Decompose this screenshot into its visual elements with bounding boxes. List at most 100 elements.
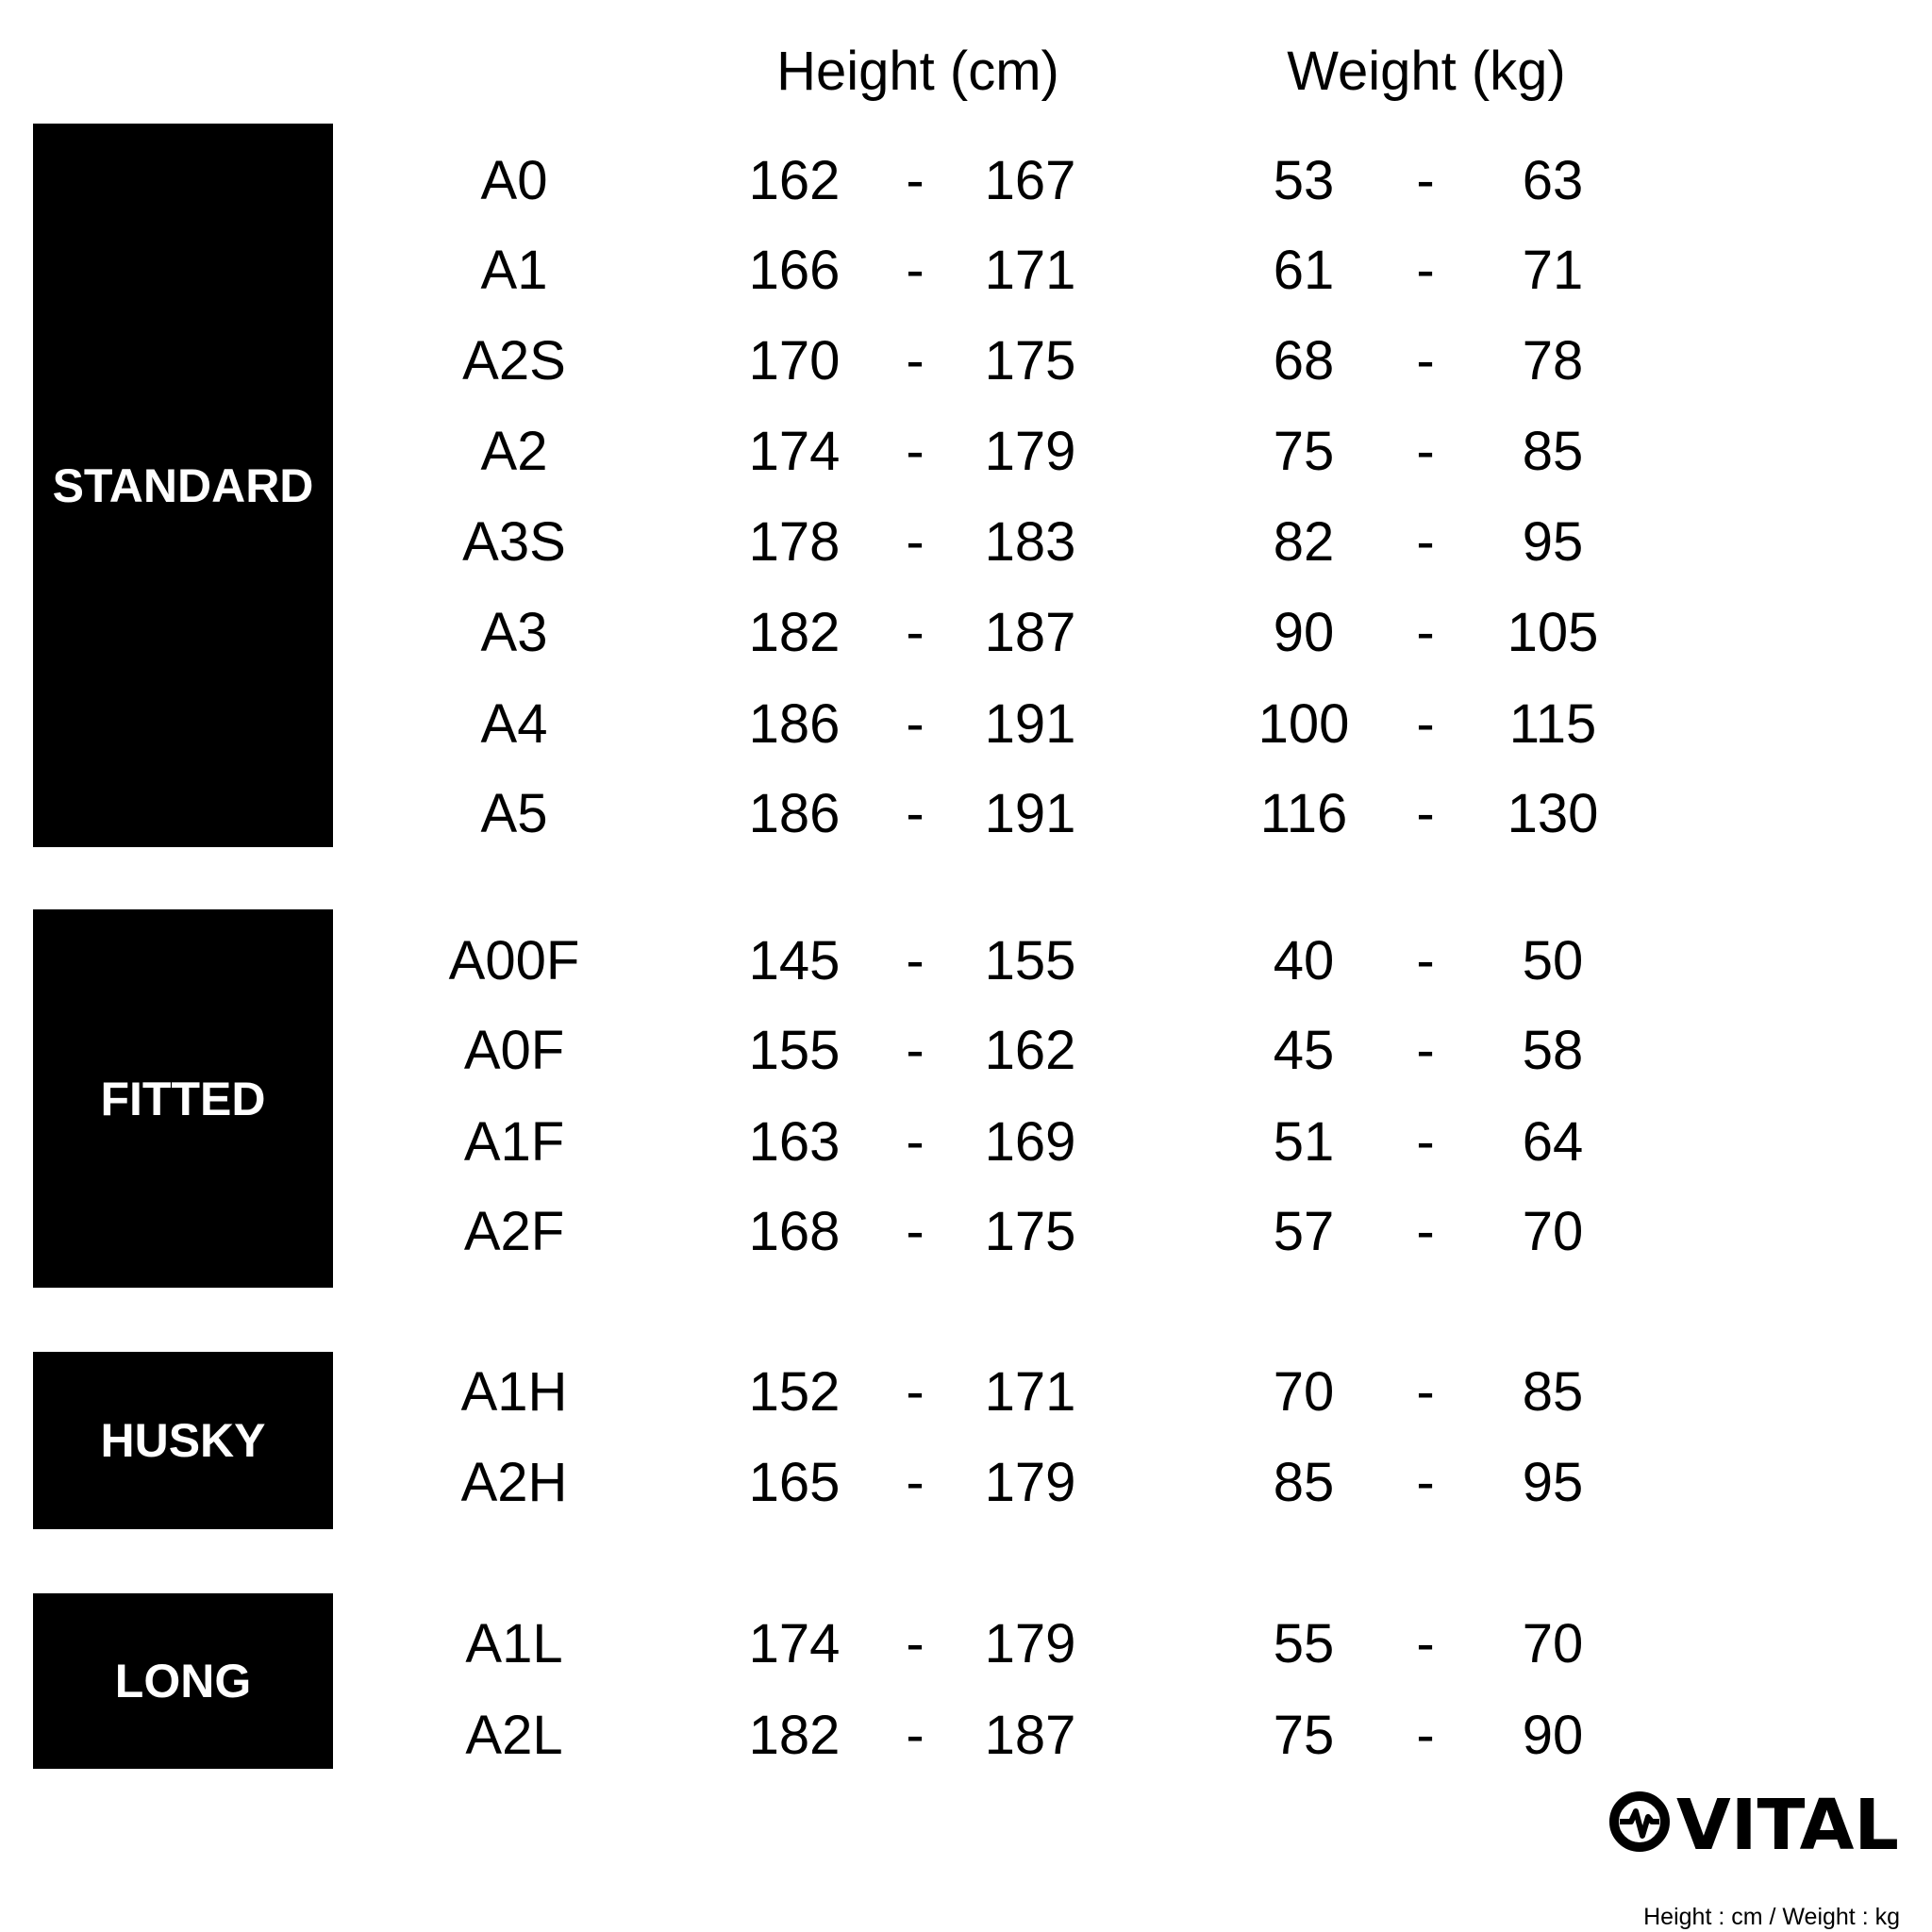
cell-height-max: 179	[984, 1613, 1076, 1674]
cell-height-min: 165	[748, 1452, 841, 1513]
cell-weight-max: 85	[1522, 421, 1584, 482]
range-separator: -	[906, 421, 924, 482]
range-separator: -	[906, 1020, 924, 1081]
group-label-husky: HUSKY	[33, 1352, 333, 1529]
cell-height-min: 186	[748, 783, 841, 844]
range-separator: -	[906, 330, 924, 391]
group-label-fitted: FITTED	[33, 909, 333, 1288]
range-separator: -	[906, 1452, 924, 1513]
cell-weight-max: 115	[1508, 693, 1597, 755]
cell-height-max: 155	[984, 930, 1076, 991]
cell-weight-max: 50	[1522, 930, 1584, 991]
cell-weight-max: 78	[1522, 330, 1584, 391]
svg-text:VITAL: VITAL	[1676, 1790, 1899, 1853]
cell-size: A2F	[463, 1201, 565, 1262]
cell-weight-max: 70	[1522, 1613, 1584, 1674]
cell-height-min: 168	[748, 1201, 841, 1262]
cell-height-min: 174	[748, 421, 841, 482]
range-separator: -	[1416, 1020, 1435, 1081]
cell-height-max: 162	[984, 1020, 1076, 1081]
range-separator: -	[906, 1361, 924, 1423]
cell-size: A1F	[463, 1111, 565, 1173]
cell-height-min: 182	[748, 602, 841, 663]
cell-height-max: 179	[984, 421, 1076, 482]
range-separator: -	[1416, 1361, 1435, 1423]
cell-weight-min: 90	[1273, 602, 1335, 663]
cell-size: A2H	[460, 1452, 568, 1513]
cell-height-max: 169	[984, 1111, 1076, 1173]
range-separator: -	[1416, 930, 1435, 991]
cell-height-min: 162	[748, 150, 841, 211]
cell-weight-min: 70	[1273, 1361, 1335, 1423]
heartbeat-icon	[1609, 1791, 1670, 1852]
cell-height-min: 178	[748, 511, 841, 573]
range-separator: -	[1416, 783, 1435, 844]
range-separator: -	[1416, 1705, 1435, 1766]
cell-height-max: 175	[984, 1201, 1076, 1262]
cell-size: A2	[480, 421, 548, 482]
cell-weight-max: 130	[1507, 783, 1599, 844]
cell-height-max: 171	[984, 1361, 1076, 1423]
cell-height-max: 191	[984, 693, 1076, 755]
range-separator: -	[906, 693, 924, 755]
range-separator: -	[906, 1705, 924, 1766]
range-separator: -	[906, 1111, 924, 1173]
group-label-standard: STANDARD	[33, 124, 333, 847]
cell-height-max: 183	[984, 511, 1076, 573]
cell-height-min: 152	[748, 1361, 841, 1423]
cell-height-min: 163	[748, 1111, 841, 1173]
cell-weight-min: 82	[1273, 511, 1335, 573]
group-label-long: LONG	[33, 1593, 333, 1769]
cell-size: A3	[480, 602, 548, 663]
cell-weight-min: 57	[1273, 1201, 1335, 1262]
cell-weight-min: 53	[1273, 150, 1335, 211]
range-separator: -	[906, 240, 924, 301]
range-separator: -	[1416, 1201, 1435, 1262]
cell-weight-min: 68	[1273, 330, 1335, 391]
cell-size: A2S	[462, 330, 566, 391]
cell-height-min: 174	[748, 1613, 841, 1674]
cell-size: A4	[480, 693, 548, 755]
cell-weight-min: 51	[1273, 1111, 1335, 1173]
cell-weight-min: 75	[1273, 421, 1335, 482]
range-separator: -	[1416, 693, 1435, 755]
cell-size: A0	[480, 150, 548, 211]
cell-height-max: 175	[984, 330, 1076, 391]
cell-height-min: 170	[748, 330, 841, 391]
cell-weight-max: 105	[1507, 602, 1599, 663]
range-separator: -	[1416, 511, 1435, 573]
units-caption: Height : cm / Weight : kg	[1643, 1904, 1900, 1930]
cell-weight-min: 55	[1273, 1613, 1335, 1674]
cell-weight-max: 63	[1522, 150, 1584, 211]
cell-weight-max: 64	[1522, 1111, 1584, 1173]
cell-weight-max: 95	[1522, 511, 1584, 573]
height-header: Height (cm)	[776, 41, 1059, 102]
cell-height-min: 166	[748, 240, 841, 301]
cell-height-max: 187	[984, 602, 1076, 663]
range-separator: -	[1416, 240, 1435, 301]
cell-weight-min: 100	[1257, 693, 1350, 755]
range-separator: -	[906, 930, 924, 991]
cell-height-max: 167	[984, 150, 1076, 211]
range-separator: -	[1416, 421, 1435, 482]
range-separator: -	[1416, 1111, 1435, 1173]
cell-weight-min: 75	[1273, 1705, 1335, 1766]
cell-height-max: 191	[984, 783, 1076, 844]
cell-weight-max: 85	[1522, 1361, 1584, 1423]
range-separator: -	[906, 602, 924, 663]
cell-weight-min: 61	[1273, 240, 1335, 301]
range-separator: -	[1416, 330, 1435, 391]
range-separator: -	[906, 150, 924, 211]
cell-weight-max: 58	[1522, 1020, 1584, 1081]
cell-weight-max: 71	[1522, 240, 1584, 301]
range-separator: -	[1416, 150, 1435, 211]
cell-size: A1H	[460, 1361, 568, 1423]
cell-weight-min: 40	[1273, 930, 1335, 991]
cell-weight-min: 116	[1259, 783, 1348, 844]
range-separator: -	[906, 511, 924, 573]
range-separator: -	[906, 783, 924, 844]
range-separator: -	[1416, 1613, 1435, 1674]
range-separator: -	[1416, 1452, 1435, 1513]
cell-size: A3S	[462, 511, 566, 573]
cell-weight-max: 90	[1522, 1705, 1584, 1766]
